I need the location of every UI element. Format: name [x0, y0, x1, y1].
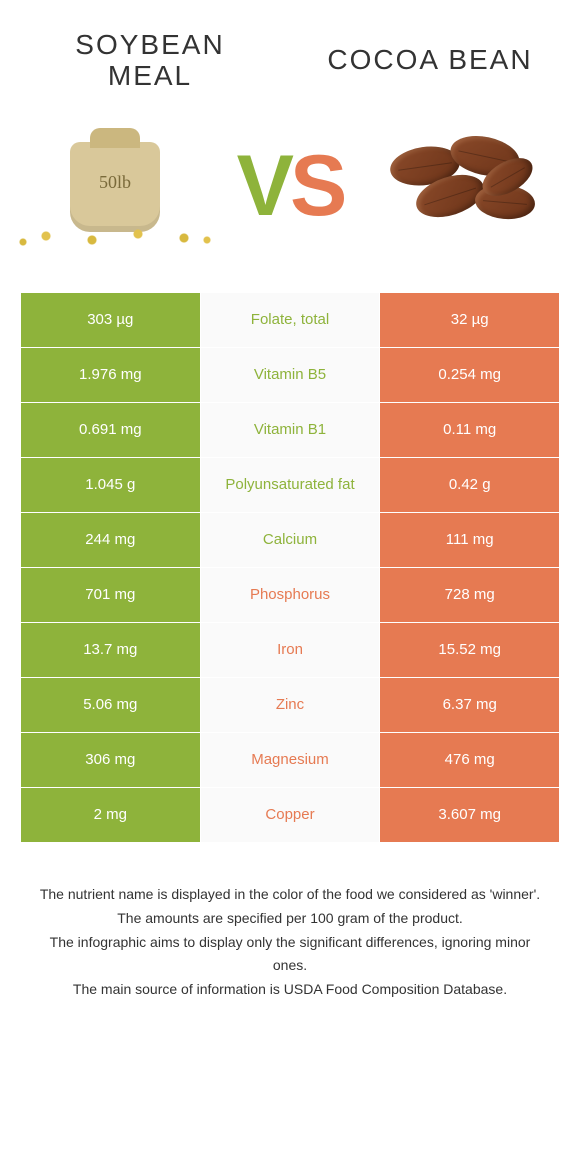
right-value: 0.11 mg	[380, 402, 560, 457]
vs-label: VS	[237, 137, 344, 236]
table-row: 13.7 mgIron15.52 mg	[21, 622, 560, 677]
table-row: 701 mgPhosphorus728 mg	[21, 567, 560, 622]
right-value: 3.607 mg	[380, 787, 560, 842]
nutrient-label: Vitamin B5	[200, 347, 380, 402]
right-value: 0.42 g	[380, 457, 560, 512]
soybean-meal-image	[30, 122, 200, 252]
footer-line3: The infographic aims to display only the…	[35, 931, 545, 976]
nutrient-label: Calcium	[200, 512, 380, 567]
comparison-table: 303 µgFolate, total32 µg1.976 mgVitamin …	[20, 292, 560, 843]
table-row: 244 mgCalcium111 mg	[21, 512, 560, 567]
vs-s: S	[290, 138, 343, 234]
left-value: 306 mg	[21, 732, 201, 787]
right-value: 6.37 mg	[380, 677, 560, 732]
footer-line1: The nutrient name is displayed in the co…	[35, 883, 545, 905]
grains-icon	[0, 212, 230, 252]
left-value: 5.06 mg	[21, 677, 201, 732]
nutrient-label: Folate, total	[200, 292, 380, 347]
table-row: 0.691 mgVitamin B10.11 mg	[21, 402, 560, 457]
nutrient-label: Magnesium	[200, 732, 380, 787]
right-value: 0.254 mg	[380, 347, 560, 402]
left-value: 2 mg	[21, 787, 201, 842]
left-title-line2: MEAL	[108, 60, 192, 91]
left-value: 1.976 mg	[21, 347, 201, 402]
table-row: 2 mgCopper3.607 mg	[21, 787, 560, 842]
vs-v: V	[237, 138, 290, 234]
cocoa-bean-image	[380, 122, 550, 252]
left-title-line1: SOYBEAN	[75, 29, 224, 60]
table-row: 1.045 gPolyunsaturated fat0.42 g	[21, 457, 560, 512]
right-value: 15.52 mg	[380, 622, 560, 677]
table-row: 5.06 mgZinc6.37 mg	[21, 677, 560, 732]
vs-row: VS	[0, 102, 580, 292]
nutrient-label: Iron	[200, 622, 380, 677]
left-food-title: SOYBEAN MEAL	[30, 30, 270, 92]
left-value: 303 µg	[21, 292, 201, 347]
footer-notes: The nutrient name is displayed in the co…	[35, 883, 545, 1001]
left-value: 0.691 mg	[21, 402, 201, 457]
nutrient-label: Zinc	[200, 677, 380, 732]
footer-line2: The amounts are specified per 100 gram o…	[35, 907, 545, 929]
left-value: 244 mg	[21, 512, 201, 567]
left-value: 1.045 g	[21, 457, 201, 512]
footer-line4: The main source of information is USDA F…	[35, 978, 545, 1000]
beans-icon	[380, 137, 550, 237]
nutrient-label: Phosphorus	[200, 567, 380, 622]
table-row: 306 mgMagnesium476 mg	[21, 732, 560, 787]
nutrient-label: Vitamin B1	[200, 402, 380, 457]
nutrient-label: Copper	[200, 787, 380, 842]
nutrient-label: Polyunsaturated fat	[200, 457, 380, 512]
table-row: 1.976 mgVitamin B50.254 mg	[21, 347, 560, 402]
right-value: 728 mg	[380, 567, 560, 622]
table-row: 303 µgFolate, total32 µg	[21, 292, 560, 347]
right-value: 476 mg	[380, 732, 560, 787]
right-food-title: COCOA BEAN	[310, 45, 550, 76]
header: SOYBEAN MEAL COCOA BEAN	[0, 0, 580, 102]
left-value: 13.7 mg	[21, 622, 201, 677]
right-value: 111 mg	[380, 512, 560, 567]
left-value: 701 mg	[21, 567, 201, 622]
right-value: 32 µg	[380, 292, 560, 347]
